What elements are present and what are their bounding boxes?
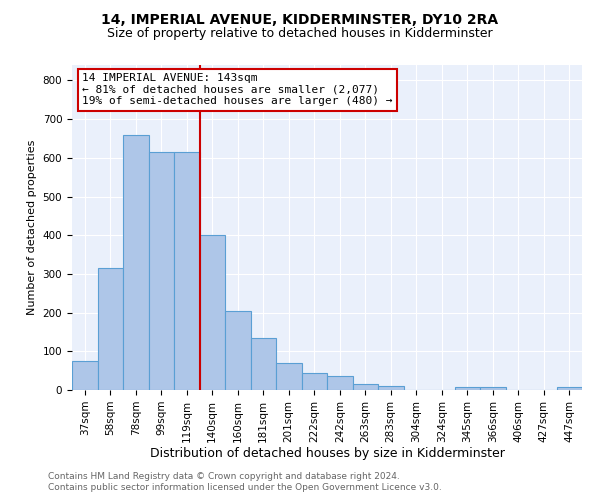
Bar — [353, 384, 378, 390]
Bar — [174, 152, 199, 390]
Bar — [225, 310, 251, 390]
Bar — [251, 338, 276, 390]
Bar — [97, 268, 123, 390]
X-axis label: Distribution of detached houses by size in Kidderminster: Distribution of detached houses by size … — [149, 448, 505, 460]
Bar — [149, 152, 174, 390]
Text: Contains public sector information licensed under the Open Government Licence v3: Contains public sector information licen… — [48, 484, 442, 492]
Bar — [327, 376, 353, 390]
Text: Contains HM Land Registry data © Crown copyright and database right 2024.: Contains HM Land Registry data © Crown c… — [48, 472, 400, 481]
Bar — [378, 386, 404, 390]
Bar — [72, 361, 97, 390]
Y-axis label: Number of detached properties: Number of detached properties — [27, 140, 37, 315]
Bar — [276, 363, 302, 390]
Text: 14, IMPERIAL AVENUE, KIDDERMINSTER, DY10 2RA: 14, IMPERIAL AVENUE, KIDDERMINSTER, DY10… — [101, 12, 499, 26]
Bar — [199, 235, 225, 390]
Text: 14 IMPERIAL AVENUE: 143sqm
← 81% of detached houses are smaller (2,077)
19% of s: 14 IMPERIAL AVENUE: 143sqm ← 81% of deta… — [82, 73, 392, 106]
Bar — [557, 387, 582, 390]
Bar — [123, 134, 149, 390]
Bar — [302, 372, 327, 390]
Text: Size of property relative to detached houses in Kidderminster: Size of property relative to detached ho… — [107, 28, 493, 40]
Bar — [455, 387, 480, 390]
Bar — [480, 387, 505, 390]
